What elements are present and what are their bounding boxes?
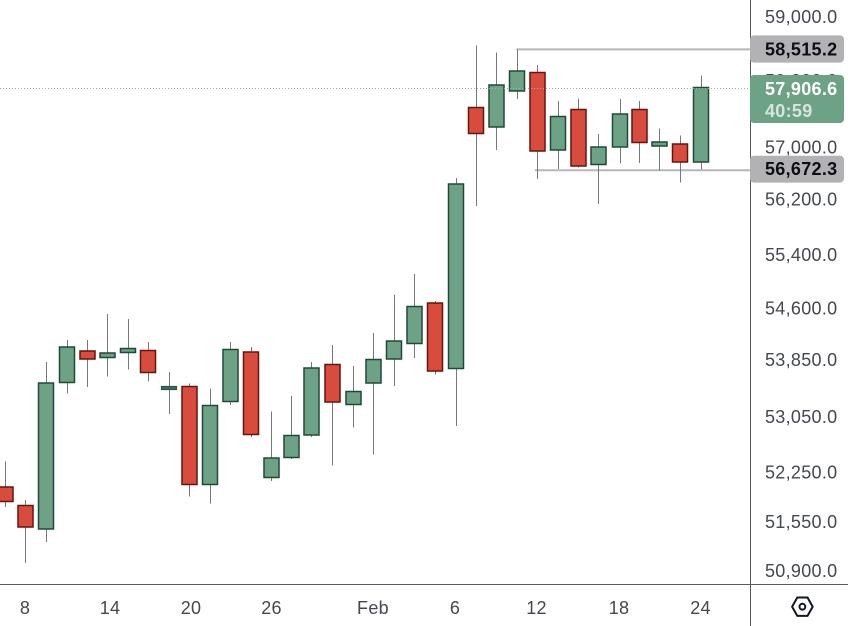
svg-text:55,400.0: 55,400.0 [765,245,837,265]
svg-text:57,906.6: 57,906.6 [765,79,837,99]
svg-text:18: 18 [609,598,630,618]
svg-text:8: 8 [20,598,30,618]
svg-text:12: 12 [526,598,547,618]
svg-text:Feb: Feb [357,598,389,618]
svg-text:53,050.0: 53,050.0 [765,407,837,427]
svg-text:52,250.0: 52,250.0 [765,463,837,483]
svg-text:54,600.0: 54,600.0 [765,299,837,319]
svg-text:26: 26 [261,598,282,618]
svg-text:20: 20 [181,598,202,618]
svg-text:50,900.0: 50,900.0 [765,561,837,581]
svg-text:56,672.3: 56,672.3 [765,159,837,179]
svg-text:57,000.0: 57,000.0 [765,138,837,158]
svg-text:14: 14 [100,598,121,618]
svg-text:40:59: 40:59 [765,101,813,121]
svg-text:59,000.0: 59,000.0 [765,7,837,27]
svg-text:51,550.0: 51,550.0 [765,512,837,532]
svg-text:24: 24 [690,598,711,618]
svg-text:58,515.2: 58,515.2 [765,39,837,59]
svg-text:53,850.0: 53,850.0 [765,350,837,370]
svg-text:56,200.0: 56,200.0 [765,190,837,210]
svg-text:6: 6 [450,598,460,618]
